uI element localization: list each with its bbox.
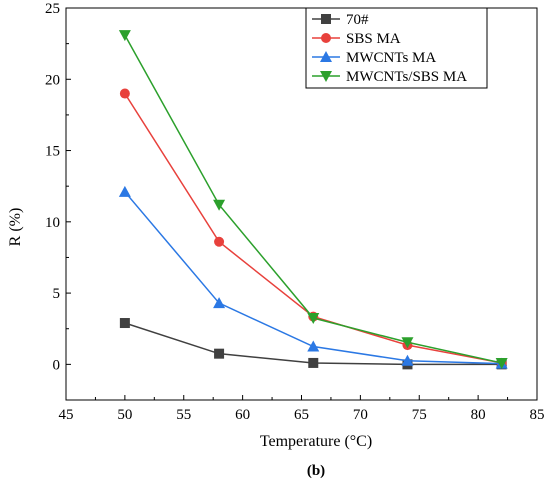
x-tick-label: 85	[530, 407, 545, 423]
data-point	[307, 313, 320, 325]
x-tick-label: 80	[471, 407, 486, 423]
figure-caption: (b)	[307, 463, 325, 479]
legend-label: MWCNTs MA	[346, 50, 436, 66]
y-tick-label: 25	[45, 1, 60, 17]
legend-marker	[320, 71, 332, 82]
y-axis-ticks: 0 5 10 15 20 25	[45, 1, 71, 401]
data-point	[214, 348, 225, 359]
x-tick-label: 65	[294, 407, 309, 423]
legend-marker	[321, 14, 331, 24]
data-point	[495, 357, 508, 369]
legend-label: SBS MA	[346, 31, 401, 47]
data-point	[119, 88, 130, 99]
data-point	[213, 199, 226, 211]
legend-box	[305, 7, 488, 89]
x-tick-label: 60	[235, 407, 250, 423]
x-tick-label: 70	[353, 407, 368, 423]
data-point	[401, 337, 414, 349]
y-tick-label: 10	[45, 215, 60, 231]
series-mwcnts-sbs-ma	[118, 30, 508, 369]
legend: 70# SBS MA MWCNTs MA MWCNTs/SBS MA	[305, 7, 488, 89]
data-point	[119, 318, 130, 329]
legend-marker	[321, 33, 331, 43]
data-point	[401, 354, 414, 366]
legend-label: 70#	[346, 12, 369, 28]
x-axis-ticks: 45 50 55 60 65 70 75 80 85	[59, 395, 545, 423]
legend-item: MWCNTs MA	[312, 50, 436, 66]
data-point	[308, 357, 319, 368]
y-tick-label: 20	[45, 72, 60, 88]
x-axis-label: Temperature (°C)	[260, 433, 372, 450]
data-point	[307, 340, 320, 352]
series-line	[124, 191, 502, 365]
data-point	[118, 30, 131, 42]
legend-label: MWCNTs/SBS MA	[346, 69, 467, 85]
legend-marker	[320, 51, 332, 62]
y-tick-label: 5	[53, 286, 61, 302]
data-point	[118, 185, 131, 197]
y-tick-label: 0	[53, 357, 61, 373]
legend-item: MWCNTs/SBS MA	[312, 69, 467, 85]
y-axis-label: R (%)	[7, 208, 24, 247]
x-tick-label: 55	[176, 407, 191, 423]
series-layer	[118, 30, 508, 370]
x-tick-label: 75	[412, 407, 427, 423]
data-point	[213, 297, 226, 309]
y-tick-label: 15	[45, 144, 60, 160]
x-tick-label: 45	[59, 407, 74, 423]
legend-item: SBS MA	[312, 31, 401, 47]
data-point	[214, 236, 225, 247]
legend-item: 70#	[312, 12, 369, 28]
series-mwcnts-ma	[118, 185, 508, 369]
x-tick-label: 50	[117, 407, 132, 423]
